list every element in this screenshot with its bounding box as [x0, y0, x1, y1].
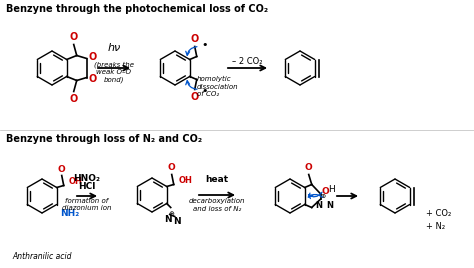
Text: ⊕: ⊕ [169, 211, 174, 218]
Text: •: • [202, 85, 208, 95]
Text: N: N [327, 201, 334, 210]
Text: Anthranilic acid: Anthranilic acid [12, 252, 72, 261]
Text: N: N [315, 201, 322, 210]
Text: OH: OH [69, 177, 82, 186]
Text: O: O [89, 75, 97, 84]
Text: N: N [164, 215, 172, 225]
Text: OH: OH [179, 176, 192, 185]
Text: N: N [173, 218, 181, 226]
Text: O: O [191, 91, 199, 102]
Text: O: O [191, 35, 199, 44]
Text: formation of
diazonium ion: formation of diazonium ion [62, 198, 112, 211]
Text: O: O [70, 94, 78, 103]
Text: decarboxylation
and loss of N₂: decarboxylation and loss of N₂ [189, 198, 245, 212]
Text: HCl: HCl [78, 182, 96, 191]
Text: O: O [305, 163, 312, 173]
Text: + N₂: + N₂ [426, 222, 445, 231]
Text: O: O [58, 165, 65, 173]
Text: O: O [70, 32, 78, 43]
Text: O: O [89, 51, 97, 61]
Text: O: O [168, 163, 175, 173]
Text: ⊕: ⊕ [320, 195, 325, 199]
Text: heat: heat [205, 175, 228, 184]
Text: Benzyne through loss of N₂ and CO₂: Benzyne through loss of N₂ and CO₂ [6, 134, 202, 144]
Text: + CO₂: + CO₂ [426, 209, 451, 218]
Text: hν: hν [108, 43, 120, 53]
Text: O: O [322, 188, 329, 196]
Text: H: H [328, 184, 335, 193]
Text: (breaks the
weak O–O
bond): (breaks the weak O–O bond) [94, 61, 134, 83]
Text: Benzyne through the photochemical loss of CO₂: Benzyne through the photochemical loss o… [6, 4, 268, 14]
Text: HNO₂: HNO₂ [73, 174, 100, 183]
Text: – 2 CO₂: – 2 CO₂ [232, 57, 262, 66]
Text: •: • [202, 40, 208, 50]
Text: homolytic
dissociation
of CO₂: homolytic dissociation of CO₂ [197, 76, 238, 97]
Text: NH₂: NH₂ [60, 209, 79, 218]
